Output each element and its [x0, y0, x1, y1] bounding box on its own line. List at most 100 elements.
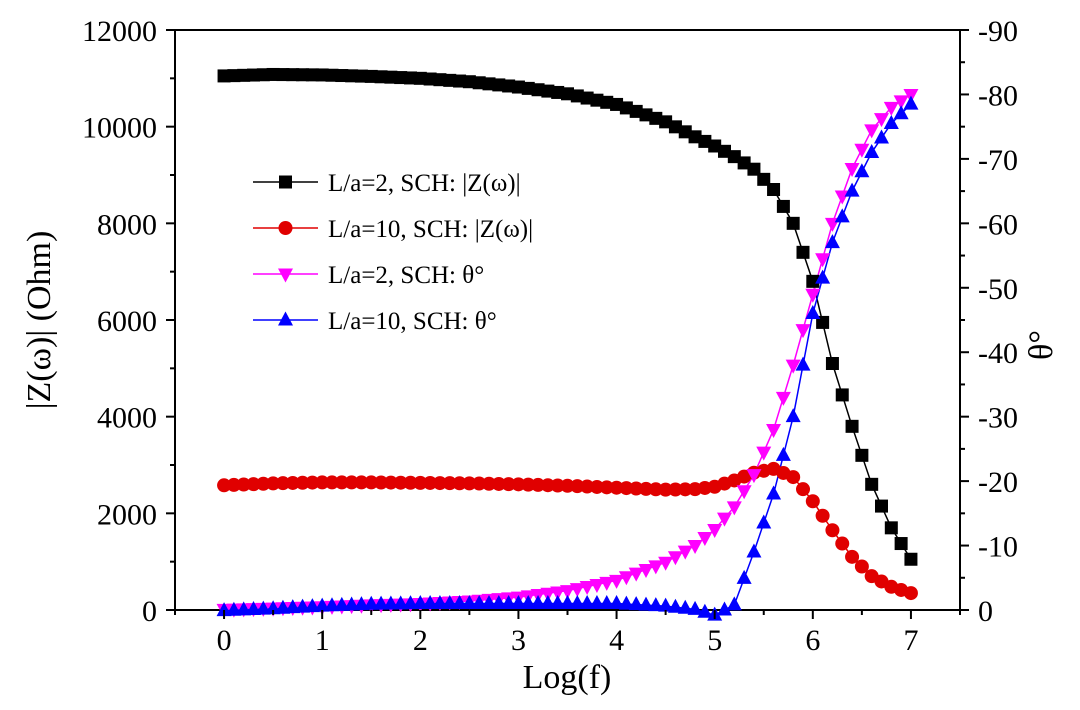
series-1-marker: [619, 481, 634, 496]
series-3-marker: [432, 595, 448, 610]
series-1-marker: [374, 475, 389, 490]
x-tick-label: 5: [707, 624, 722, 657]
series-3-marker: [255, 600, 271, 615]
series-1-marker: [423, 475, 438, 490]
series-0-marker: [551, 85, 565, 99]
series-0-marker: [325, 68, 339, 82]
series-0-marker: [364, 69, 378, 83]
series-0-marker: [649, 111, 663, 125]
series-1-marker: [217, 478, 232, 493]
series-0-marker: [492, 78, 506, 92]
series-0-marker: [561, 87, 574, 101]
series-0-marker: [296, 68, 310, 82]
series-0-marker: [305, 68, 319, 82]
series-1-marker: [383, 475, 398, 490]
series-3-marker: [393, 595, 409, 610]
series-0-marker: [786, 216, 800, 230]
y-axis-left-label: |Z(ω)| (Ohm): [21, 231, 58, 410]
series-3-marker: [471, 595, 487, 610]
series-3-marker: [726, 596, 742, 611]
series-3-marker: [824, 234, 840, 249]
series-2-marker: [766, 424, 782, 439]
series-3-marker: [520, 595, 536, 610]
y-right-tick-label: 0: [978, 595, 993, 628]
legend-label: L/a=10, SCH: θ°: [328, 308, 497, 335]
series-3-marker: [677, 599, 693, 614]
series-1-marker: [511, 477, 526, 492]
series-1-marker: [531, 477, 546, 492]
series-0-marker: [865, 477, 879, 491]
series-0-marker: [816, 315, 830, 329]
series-1-marker: [256, 476, 271, 491]
series-3-marker: [383, 595, 399, 610]
series-1-marker: [334, 475, 349, 490]
series-3-marker: [717, 601, 732, 616]
series-3-marker: [295, 598, 311, 613]
series-2-marker: [618, 571, 634, 586]
y-axis-right: 0 -10 -20 -30 -40 -50 -60 -70 -80 -90: [960, 15, 1018, 628]
series-0-marker: [757, 172, 771, 186]
series-2-marker: [736, 485, 752, 500]
y-right-tick-label: -50: [978, 273, 1018, 306]
series-1-marker: [540, 478, 555, 493]
series-3-marker: [334, 596, 350, 611]
series-0-marker: [315, 68, 329, 82]
series-3-marker: [422, 595, 438, 610]
y-right-tick-label: -30: [978, 402, 1018, 435]
series-0-marker: [256, 68, 270, 82]
series-2-marker: [628, 567, 644, 582]
series-1-marker: [560, 478, 575, 493]
series-2-marker: [805, 288, 821, 303]
legend-marker: [279, 175, 292, 189]
series-3-marker: [864, 143, 880, 158]
series-2-marker: [864, 124, 880, 139]
series-0-marker: [266, 67, 280, 81]
series-0-marker: [698, 134, 712, 148]
series-3-marker: [834, 208, 850, 223]
series-3-marker: [540, 595, 556, 610]
series-3-marker: [501, 595, 517, 610]
y-right-tick-label: -80: [978, 79, 1018, 112]
series-0-marker: [590, 93, 604, 107]
y-right-tick-label: -40: [978, 337, 1018, 370]
series-1-marker: [599, 480, 614, 495]
legend-marker: [278, 221, 293, 235]
series-2-marker: [815, 253, 831, 268]
series-2-marker: [785, 359, 801, 374]
series-3-marker: [353, 596, 369, 611]
y-left-tick-label: 4000: [97, 402, 157, 435]
series-2-marker: [677, 545, 693, 560]
series-1-marker: [325, 475, 339, 490]
series-2-marker: [746, 469, 762, 484]
series-1-marker: [403, 475, 418, 490]
series-3-marker: [560, 595, 575, 610]
series-1-marker: [482, 476, 496, 491]
series-3-marker: [275, 599, 291, 614]
series-1-marker: [236, 477, 251, 492]
series-3-marker: [530, 595, 546, 610]
series-0-marker: [708, 139, 722, 153]
series-0-marker: [875, 499, 888, 513]
series-1-marker: [393, 475, 408, 490]
series-0-marker: [443, 73, 457, 87]
series-3-marker: [883, 114, 899, 129]
series-3-marker: [442, 595, 458, 610]
series-3-marker: [628, 596, 644, 611]
series-1-marker: [442, 476, 457, 491]
series-1-marker: [903, 586, 918, 601]
series-3-marker: [510, 595, 526, 610]
x-tick-label: 6: [805, 624, 820, 657]
series-2-marker: [589, 578, 605, 593]
series-2-marker: [638, 564, 654, 579]
x-tick-label: 1: [315, 624, 330, 657]
series-2-marker: [726, 501, 742, 516]
series-0-marker: [904, 552, 918, 566]
series-3-marker: [324, 597, 340, 612]
series-1-marker: [609, 480, 624, 495]
series-3-marker: [226, 601, 242, 616]
series-0-marker: [286, 68, 300, 82]
y-left-tick-label: 6000: [97, 305, 157, 338]
series-0-marker: [806, 274, 820, 288]
series-0-marker: [688, 130, 702, 144]
